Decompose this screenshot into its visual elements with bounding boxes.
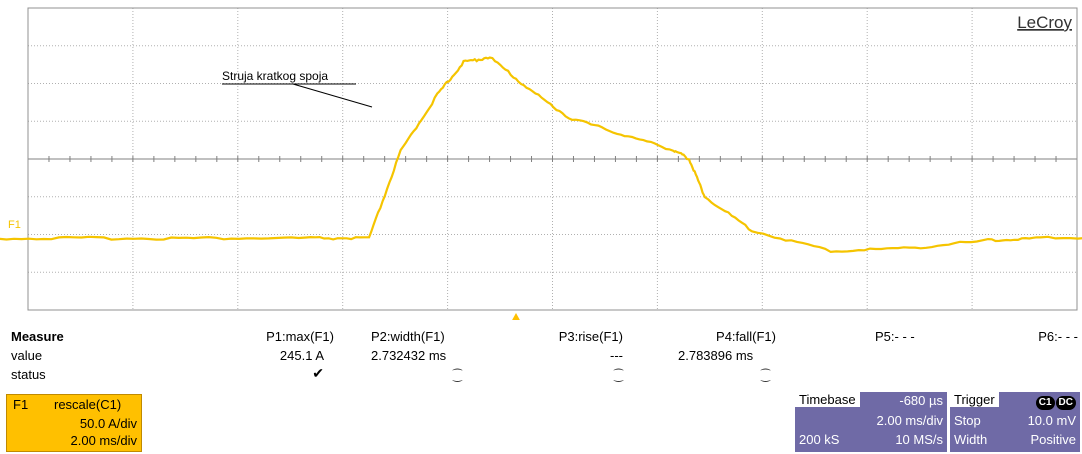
timebase-delay: -680 µs <box>899 393 943 408</box>
param-p1-name[interactable]: P1:max(F1) <box>266 329 334 344</box>
f1-box-vdiv: 50.0 A/div <box>79 416 137 431</box>
measure-row-value: value <box>11 348 43 363</box>
trigger-position-marker[interactable] <box>511 313 521 320</box>
param-p2-value: 2.732432 ms <box>371 348 447 363</box>
param-p5-name[interactable]: P5:- - - <box>875 329 915 344</box>
param-p3-name[interactable]: P3:rise(F1) <box>558 329 623 344</box>
trigger-slope: Positive <box>1030 432 1076 447</box>
trigger-channel-badge: C1 <box>1035 396 1055 410</box>
f1-box-label: F1 <box>13 397 29 412</box>
measure-row-status: status <box>11 367 46 382</box>
trigger-coupling-badge: DC <box>1055 396 1076 410</box>
f1-descriptor-box[interactable]: F1 rescale(C1) 50.0 A/div 2.00 ms/div <box>6 394 142 452</box>
trace-label-f1: F1 <box>8 219 21 231</box>
annotation-label: Struja kratkog spoja <box>222 69 328 83</box>
trigger-mode: Stop <box>954 413 981 428</box>
timebase-panel[interactable]: Timebase -680 µs 2.00 ms/div 200 kS 10 M… <box>795 392 947 452</box>
param-p4-value: 2.783896 ms <box>678 348 754 363</box>
graticule <box>27 7 1078 311</box>
measure-title: Measure <box>11 329 64 344</box>
f1-box-hdiv: 2.00 ms/div <box>70 433 137 448</box>
param-p1-value: 245.1 A <box>279 348 324 363</box>
timebase-tdiv: 2.00 ms/div <box>876 413 943 428</box>
trigger-panel[interactable]: Trigger C1 DC Stop 10.0 mV Width Positive <box>950 392 1080 452</box>
trace-f1 <box>0 56 1082 254</box>
lecroy-logo: LeCroy <box>1017 13 1072 32</box>
param-p2-name[interactable]: P2:width(F1) <box>371 329 445 344</box>
timebase-samples: 200 kS <box>799 432 840 447</box>
param-p2-status-icon: ⁐ <box>453 370 462 382</box>
param-p1-status-check-icon: ✔ <box>312 365 324 381</box>
param-p4-name[interactable]: P4:fall(F1) <box>716 329 776 344</box>
param-p4-status-icon: ⁐ <box>761 370 770 382</box>
trigger-label: Trigger <box>950 392 999 407</box>
param-p6-name[interactable]: P6:- - - <box>1038 329 1078 344</box>
timebase-rate: 10 MS/s <box>895 432 943 447</box>
trigger-type: Width <box>954 432 988 447</box>
trigger-level: 10.0 mV <box>1027 413 1076 428</box>
annotation-leader <box>292 83 373 108</box>
waveform-display[interactable]: F1 Struja kratkog spoja LeCroy <box>0 0 1082 320</box>
param-p3-value: --- <box>610 348 623 363</box>
param-p3-status-icon: ⁐ <box>614 370 623 382</box>
f1-box-function: rescale(C1) <box>54 397 122 412</box>
timebase-label: Timebase <box>795 392 860 407</box>
